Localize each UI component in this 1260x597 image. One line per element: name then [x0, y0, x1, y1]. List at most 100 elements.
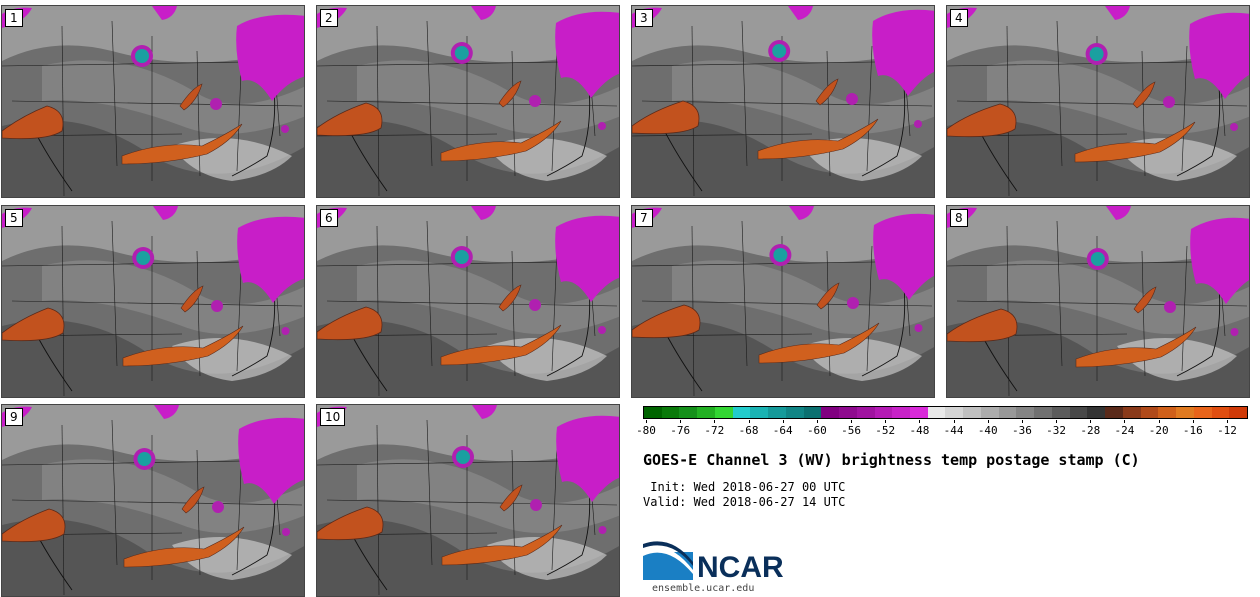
colorbar-tick-label: -52: [875, 424, 896, 437]
colorbar-tick-label: -12: [1217, 424, 1237, 437]
ncar-logo-icon: [643, 541, 693, 580]
colorbar-tick-mark: [1056, 420, 1058, 423]
colorbar-swatch: [874, 407, 893, 418]
colorbar-tick-mark: [987, 420, 989, 423]
logo-url: ensemble.ucar.edu: [652, 583, 755, 594]
map-panel-8: 8: [946, 205, 1250, 398]
panel-number: 10: [320, 408, 346, 426]
map-panel-2: 2: [316, 5, 620, 198]
wv-map: [317, 405, 619, 596]
colorbar-tick-label: -16: [1182, 424, 1203, 437]
colorbar-tick-label: -40: [977, 424, 998, 437]
colorbar-tick-label: -60: [806, 424, 827, 437]
panel-number: 9: [5, 408, 23, 426]
colorbar-swatch: [1140, 407, 1159, 418]
map-panel-6: 6: [316, 205, 620, 398]
map-panel-1: 1: [1, 5, 305, 198]
panel-number: 2: [320, 9, 338, 27]
colorbar-tick-mark: [748, 420, 750, 423]
colorbar-tick-label: -36: [1012, 424, 1032, 437]
colorbar-tick-label: -20: [1148, 424, 1169, 437]
colorbar-ticks: -80 -76 -72 -68 -64 -60 -56 -52 -48 -44 -40 -36 -32-…: [636, 420, 1248, 442]
colorbar-swatch: [1122, 407, 1141, 418]
colorbar-swatch: [661, 407, 680, 418]
colorbar-tick-label: -44: [943, 424, 964, 437]
wv-map: [317, 6, 619, 197]
wv-map: [632, 206, 934, 397]
colorbar-swatch: [1016, 407, 1035, 418]
map-panel-3: 3: [631, 5, 935, 198]
colorbar-swatch: [945, 407, 964, 418]
colorbar-tick-label: -76: [670, 424, 691, 437]
colorbar-swatch: [785, 407, 804, 418]
colorbar-swatch: [963, 407, 981, 418]
colorbar-tick-mark: [1090, 420, 1092, 423]
colorbar-swatch: [927, 407, 946, 418]
colorbar-swatch: [714, 407, 733, 418]
colorbar-tick-label: -56: [841, 424, 861, 437]
colorbar-tick-mark: [1158, 420, 1160, 423]
colorbar-swatch: [856, 407, 875, 418]
colorbar: [643, 406, 1248, 419]
colorbar-tick-label: -32: [1046, 424, 1067, 437]
panel-number: 6: [320, 209, 338, 227]
colorbar-swatch: [1087, 407, 1106, 418]
map-panel-5: 5: [1, 205, 305, 398]
wv-map: [2, 6, 304, 197]
colorbar-tick-mark: [816, 420, 818, 423]
colorbar-tick-mark: [1227, 420, 1228, 423]
colorbar-tick-mark: [714, 420, 716, 423]
colorbar-swatch: [910, 407, 928, 418]
panel-number: 5: [5, 209, 23, 227]
panel-number: 1: [5, 9, 23, 27]
colorbar-swatch: [768, 407, 786, 418]
colorbar-swatch: [1229, 407, 1247, 418]
colorbar-swatch: [1211, 407, 1230, 418]
wv-map: [2, 405, 304, 596]
colorbar-tick-mark: [1192, 420, 1194, 423]
colorbar-tick-mark: [680, 420, 682, 423]
colorbar-tick-mark: [919, 420, 921, 423]
wv-map: [317, 206, 619, 397]
colorbar-swatch: [1105, 407, 1123, 418]
colorbar-tick-label: -24: [1114, 424, 1135, 437]
colorbar-swatch: [1158, 407, 1177, 418]
colorbar-tick-label: -68: [738, 424, 759, 437]
colorbar-swatch: [803, 407, 822, 418]
panel-number: 8: [950, 209, 968, 227]
colorbar-swatch: [1051, 407, 1070, 418]
colorbar-swatch: [998, 407, 1017, 418]
colorbar-tick-label: -64: [772, 424, 793, 437]
colorbar-swatch: [750, 407, 769, 418]
colorbar-swatch: [839, 407, 857, 418]
wv-map: [947, 6, 1249, 197]
wv-map: [947, 206, 1249, 397]
colorbar-tick-mark: [1124, 420, 1126, 423]
panel-number: 4: [950, 9, 968, 27]
colorbar-tick-mark: [782, 420, 784, 423]
colorbar-swatch: [644, 407, 662, 418]
valid-time: Valid: Wed 2018-06-27 14 UTC: [643, 495, 846, 509]
colorbar-swatch: [1069, 407, 1088, 418]
colorbar-swatch: [732, 407, 751, 418]
colorbar-tick-mark: [953, 420, 955, 423]
colorbar-tick-mark: [885, 420, 887, 423]
wv-map: [2, 206, 304, 397]
colorbar-swatch: [980, 407, 999, 418]
colorbar-tick-label: -72: [704, 424, 725, 437]
colorbar-swatch: [679, 407, 698, 418]
chart-title: GOES-E Channel 3 (WV) brightness temp po…: [643, 451, 1140, 469]
init-time: Init: Wed 2018-06-27 00 UTC: [643, 480, 846, 494]
colorbar-tick-mark: [1021, 420, 1023, 423]
colorbar-tick-mark: [851, 420, 853, 423]
colorbar-swatch: [697, 407, 715, 418]
colorbar-swatch: [1176, 407, 1194, 418]
colorbar-swatch: [821, 407, 840, 418]
colorbar-tick-label: -80: [636, 424, 656, 437]
colorbar-tick-mark: [646, 420, 647, 423]
map-panel-4: 4: [946, 5, 1250, 198]
map-panel-10: 10: [316, 404, 620, 597]
colorbar-swatch: [1034, 407, 1052, 418]
map-panel-7: 7: [631, 205, 935, 398]
wv-map: [632, 6, 934, 197]
